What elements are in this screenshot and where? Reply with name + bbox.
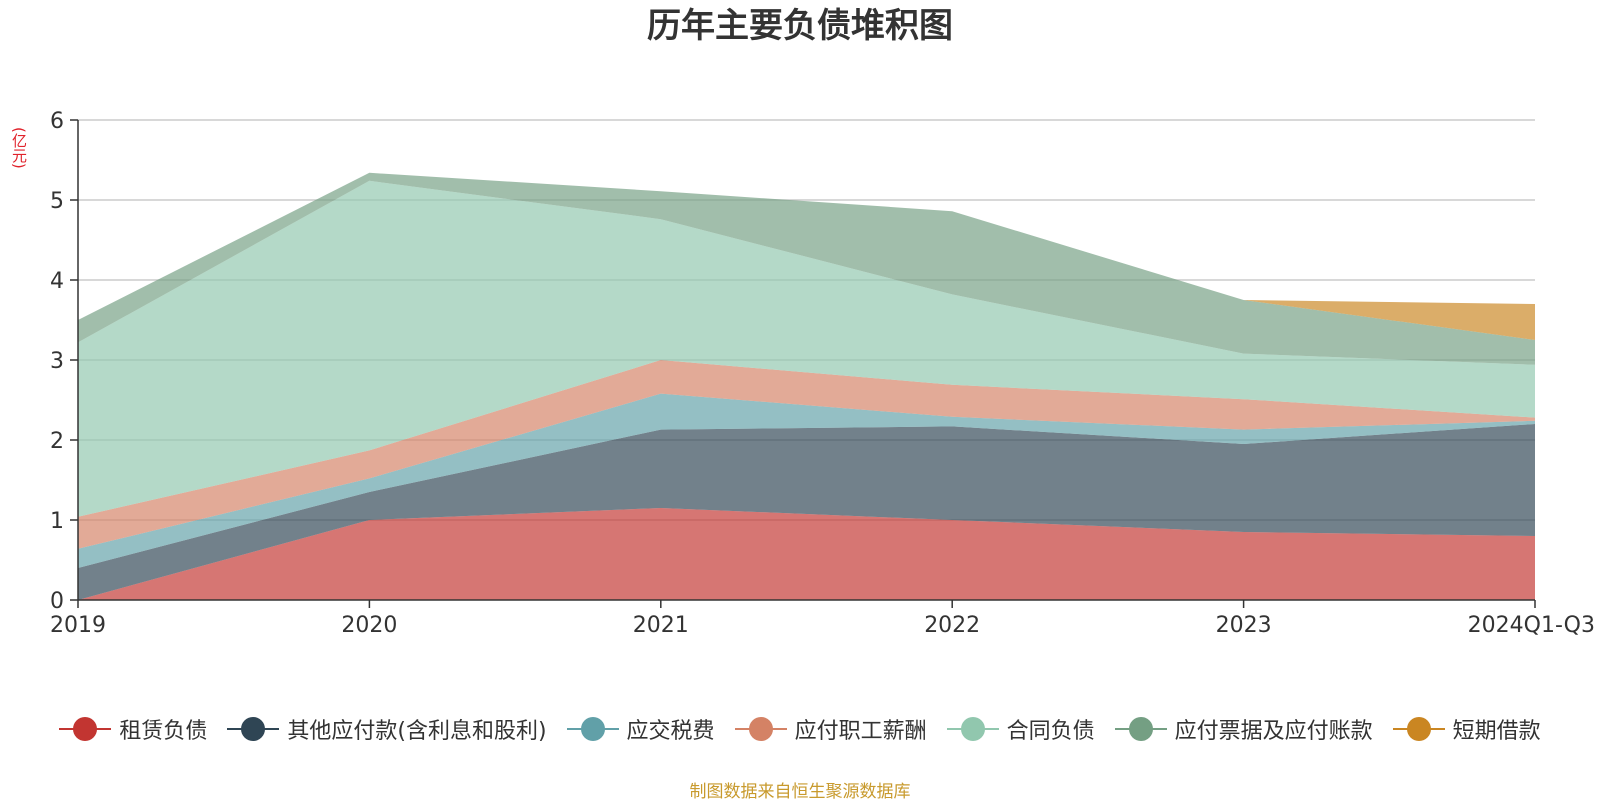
legend-item[interactable]: 应付票据及应付账款 [1114, 713, 1373, 745]
legend-marker-icon [566, 717, 619, 741]
legend-label: 其他应付款(含利息和股利) [287, 719, 547, 744]
legend-item[interactable]: 应交税费 [566, 713, 715, 745]
legend-item[interactable]: 租赁负债 [59, 713, 207, 745]
legend-marker-icon [946, 717, 999, 741]
legend: 租赁负债 其他应付款(含利息和股利) 应交税费 应付职工薪酬 合同负债 应付票据及应付账款… [0, 712, 1600, 746]
legend-label: 合同负债 [1006, 719, 1095, 744]
data-source-note: 制图数据来自恒生聚源数据库 [689, 782, 911, 802]
legend-marker-icon [734, 717, 787, 741]
area-series-1 [78, 508, 1535, 600]
area-series-2 [78, 424, 1535, 600]
legend-label: 应付职工薪酬 [794, 719, 927, 744]
legend-marker-icon [227, 717, 280, 741]
axes: 0 1 2 3 4 5 6 2019 2020 2021 2022 2023 2024Q1-Q3 [50, 109, 1595, 638]
legend-marker-icon [59, 717, 112, 741]
y-tick-label: 5 [50, 189, 64, 214]
legend-item[interactable]: 应付职工薪酬 [734, 713, 927, 745]
x-tick-label: 2021 [633, 613, 689, 638]
x-tick-label: 2023 [1216, 613, 1272, 638]
legend-marker-icon [1392, 717, 1445, 741]
y-tick-label: 2 [50, 429, 64, 454]
legend-item[interactable]: 短期借款 [1392, 713, 1541, 745]
y-tick-label: 1 [50, 509, 64, 534]
y-tick-label: 0 [50, 589, 64, 614]
x-tick-label: 2024Q1-Q3 [1468, 613, 1595, 638]
y-tick-label: 6 [50, 109, 64, 134]
y-tick-label: 4 [50, 269, 64, 294]
legend-label: 应交税费 [626, 719, 715, 744]
legend-item[interactable]: 其他应付款(含利息和股利) [227, 713, 547, 745]
legend-item[interactable]: 合同负债 [946, 713, 1095, 745]
legend-marker-icon [1114, 717, 1167, 741]
chart-title: 历年主要负债堆积图 [647, 6, 953, 46]
area-series-3 [78, 393, 1535, 568]
stacked-area-chart: 0 1 2 3 4 5 6 2019 2020 2021 2022 2023 2024Q1-Q3 [50, 109, 1595, 638]
area-series-5 [78, 180, 1535, 517]
x-tick-label: 2019 [50, 613, 106, 638]
area-series-4 [78, 360, 1535, 549]
legend-label: 短期借款 [1452, 719, 1541, 744]
legend-label: 应付票据及应付账款 [1174, 719, 1373, 744]
area-series [78, 172, 1535, 600]
y-axis-unit: (亿元) [10, 127, 28, 169]
legend-label: 租赁负债 [119, 719, 208, 744]
x-tick-label: 2022 [924, 613, 980, 638]
area-series-6 [78, 172, 1535, 365]
y-tick-label: 3 [50, 349, 64, 374]
x-tick-label: 2020 [341, 613, 397, 638]
